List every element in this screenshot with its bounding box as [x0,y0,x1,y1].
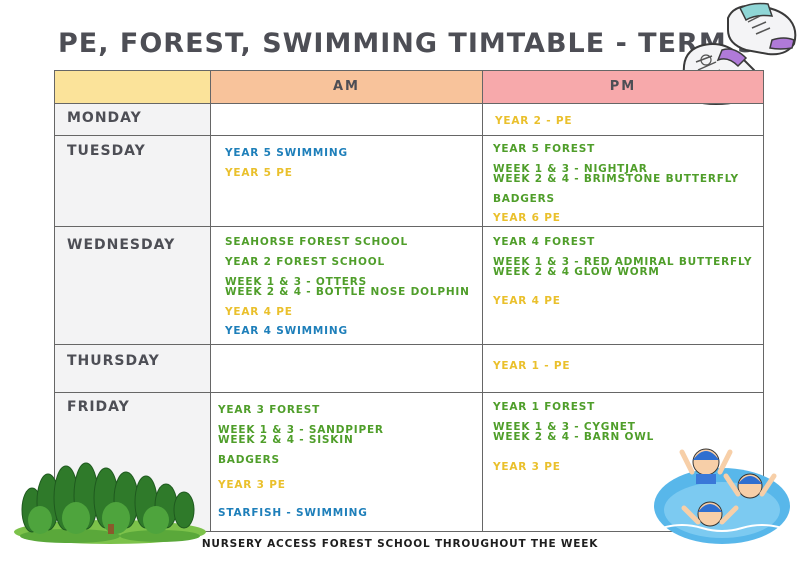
list-item: YEAR 3 PE [493,461,561,473]
page-title: PE, FOREST, SWIMMING TIMTABLE - TERM 5 [58,28,757,59]
list-item: WEEK 2 & 4 GLOW WORM [493,266,660,278]
header-pm: PM [483,71,763,104]
list-item: WEEK 1 & 3 - OTTERS [225,276,367,288]
list-item: YEAR 5 SWIMMING [225,147,348,159]
cell-friday-pm: YEAR 1 FOREST WEEK 1 & 3 - CYGNET WEEK 2… [483,393,763,531]
list-item: WEEK 2 & 4 - BRIMSTONE BUTTERFLY [493,173,739,185]
forest-trees-icon [14,462,206,544]
footer-note: NURSERY ACCESS FOREST SCHOOL THROUGHOUT … [201,538,599,550]
list-item: WEEK 1 & 3 - NIGHTJAR [493,163,648,175]
header-corner [55,71,211,104]
list-item: YEAR 2 - PE [495,115,573,127]
list-item: STARFISH - SWIMMING [218,507,368,519]
list-item: YEAR 5 FOREST [493,143,596,155]
cell-tuesday-am: YEAR 5 SWIMMING YEAR 5 PE [211,136,483,227]
list-item: WEEK 2 & 4 - BOTTLE NOSE DOLPHIN [225,286,470,298]
list-item: BADGERS [218,454,280,466]
list-item: YEAR 3 PE [218,479,286,491]
cell-monday-am [211,104,483,136]
list-item: YEAR 1 FOREST [493,401,596,413]
list-item: WEEK 1 & 3 - CYGNET [493,421,636,433]
list-item: SEAHORSE FOREST SCHOOL [225,236,408,248]
day-tuesday: TUESDAY [55,136,211,227]
header-pm-label: PM [609,79,637,94]
list-item: WEEK 1 & 3 - SANDPIPER [218,424,384,436]
day-thursday: THURSDAY [55,345,211,393]
list-item: YEAR 3 FOREST [218,404,321,416]
day-label-friday: FRIDAY [67,399,130,415]
list-item: YEAR 6 PE [493,212,561,224]
list-item: WEEK 2 & 4 - BARN OWL [493,431,655,443]
cell-thursday-pm: YEAR 1 - PE [483,345,763,393]
list-item: YEAR 1 - PE [493,360,571,372]
list-item: BADGERS [493,193,555,205]
day-label-tuesday: TUESDAY [67,143,146,159]
list-item: YEAR 2 FOREST SCHOOL [225,256,385,268]
swimming-children-icon [654,448,790,544]
day-label-monday: MONDAY [67,110,142,126]
list-item: YEAR 4 SWIMMING [225,325,348,337]
list-item: YEAR 4 FOREST [493,236,596,248]
cell-tuesday-pm: YEAR 5 FOREST WEEK 1 & 3 - NIGHTJAR WEEK… [483,136,763,227]
day-wednesday: WEDNESDAY [55,227,211,345]
day-monday: MONDAY [55,104,211,136]
list-item: WEEK 2 & 4 - SISKIN [218,434,354,446]
list-item: YEAR 4 PE [493,295,561,307]
header-am-label: AM [333,79,360,94]
cell-friday-am: YEAR 3 FOREST WEEK 1 & 3 - SANDPIPER WEE… [211,393,483,531]
cell-monday-pm: YEAR 2 - PE [483,104,763,136]
cell-wednesday-pm: YEAR 4 FOREST WEEK 1 & 3 - RED ADMIRAL B… [483,227,763,345]
header-am: AM [211,71,483,104]
day-label-wednesday: WEDNESDAY [67,237,176,253]
list-item: WEEK 1 & 3 - RED ADMIRAL BUTTERFLY [493,256,753,268]
list-item: YEAR 5 PE [225,167,293,179]
cell-wednesday-am: SEAHORSE FOREST SCHOOL YEAR 2 FOREST SCH… [211,227,483,345]
timetable-grid: AM PM MONDAY YEAR 2 - PE TUESDAY YEAR 5 … [54,70,764,532]
cell-thursday-am [211,345,483,393]
list-item: YEAR 4 PE [225,306,293,318]
day-label-thursday: THURSDAY [67,353,160,369]
